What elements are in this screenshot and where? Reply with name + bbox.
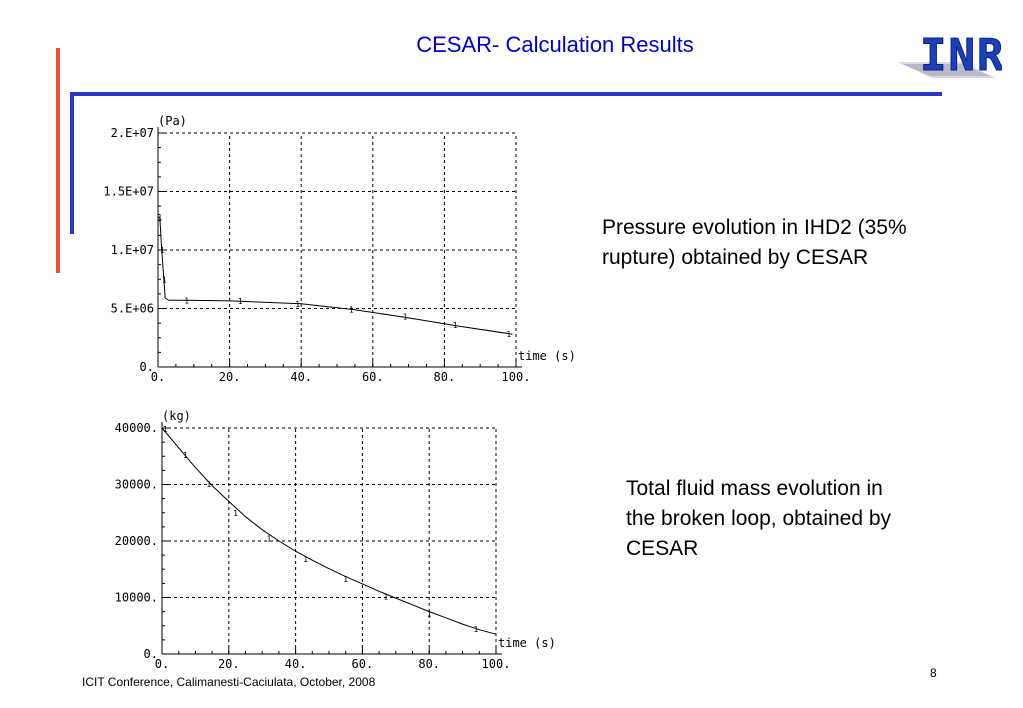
mass-description: Total fluid mass evolution in the broken… [626,474,906,564]
mass-series-marker: 1 [343,575,348,584]
mass-x-axis-label: time (s) [498,636,556,650]
mass-y-tick-label: 0. [144,647,158,661]
logo-text: INR [920,30,1002,81]
mass-x-tick-label: 20. [218,657,240,671]
mass-series-marker: 1 [383,592,388,601]
mass-x-tick-label: 60. [352,657,374,671]
mass-y-axis-label: (kg) [162,409,191,423]
mass-y-tick-label: 20000. [115,534,158,548]
pressure-description: Pressure evolution in IHD2 (35% rupture)… [602,213,932,273]
footer-text: ICIT Conference, Calimanesti-Caciulata, … [82,675,375,689]
mass-y-tick-label: 40000. [115,421,158,435]
mass-x-tick-label: 40. [285,657,307,671]
mass-series-marker: 1 [233,509,238,518]
mass-series-marker: 1 [163,425,168,434]
mass-x-tick-label: 100. [482,657,511,671]
mass-series-marker: 1 [206,480,211,489]
mass-y-tick-label: 10000. [115,591,158,605]
mass-series-marker: 1 [266,535,271,544]
mass-series-line [162,428,496,634]
page-number: 8 [930,666,937,680]
mass-chart: 0. 20. 40. 60. 80. 100.0.10000.20000.30000.40… [0,0,620,700]
mass-y-tick-label: 30000. [115,478,158,492]
mass-series-marker: 1 [303,555,308,564]
mass-series-marker: 1 [474,625,479,634]
mass-series-marker: 1 [183,451,188,460]
inr-logo: INR [892,22,1002,82]
mass-x-tick-label: 80. [418,657,440,671]
mass-series-marker: 1 [427,609,432,618]
